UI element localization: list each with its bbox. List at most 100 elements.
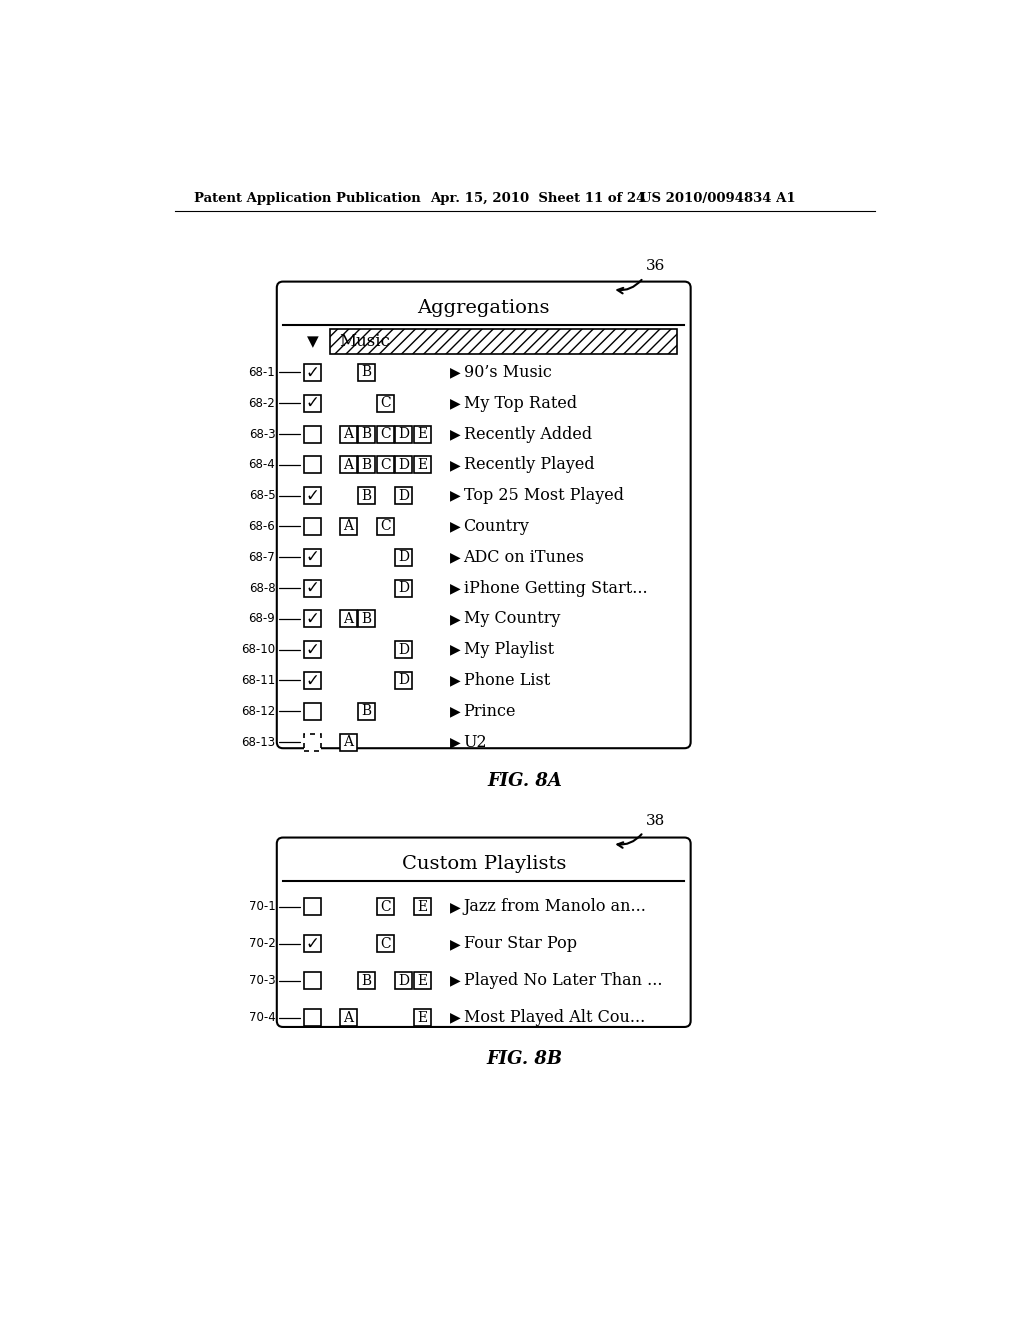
Bar <box>358 702 375 719</box>
Text: A: A <box>343 735 353 748</box>
Text: 68-9: 68-9 <box>249 612 275 626</box>
Text: Jazz from Manolo an...: Jazz from Manolo an... <box>464 899 646 915</box>
Text: ▶: ▶ <box>450 1011 460 1024</box>
Bar <box>304 672 321 689</box>
Bar <box>414 1010 431 1026</box>
Text: 70-1: 70-1 <box>249 900 275 913</box>
Text: B: B <box>361 705 372 718</box>
Text: C: C <box>380 937 390 950</box>
Text: Top 25 Most Played: Top 25 Most Played <box>464 487 624 504</box>
Bar <box>377 425 394 442</box>
Text: A: A <box>343 520 353 533</box>
Bar <box>377 899 394 915</box>
Text: 68-10: 68-10 <box>241 643 275 656</box>
Bar <box>395 457 413 474</box>
Text: 68-5: 68-5 <box>249 490 275 502</box>
Bar <box>414 457 431 474</box>
Bar <box>304 457 321 474</box>
Text: iPhone Getting Start...: iPhone Getting Start... <box>464 579 647 597</box>
Text: Four Star Pop: Four Star Pop <box>464 936 577 952</box>
Text: C: C <box>380 428 390 441</box>
FancyBboxPatch shape <box>276 838 690 1027</box>
Bar <box>358 457 375 474</box>
Bar <box>358 610 375 627</box>
Text: Apr. 15, 2010  Sheet 11 of 24: Apr. 15, 2010 Sheet 11 of 24 <box>430 191 645 205</box>
Bar <box>340 517 356 535</box>
Text: B: B <box>361 974 372 987</box>
Text: My Top Rated: My Top Rated <box>464 395 577 412</box>
Bar <box>377 517 394 535</box>
Bar <box>414 973 431 989</box>
Text: 70-2: 70-2 <box>249 937 275 950</box>
Text: 68-7: 68-7 <box>249 550 275 564</box>
Text: ✓: ✓ <box>305 548 319 566</box>
Text: Patent Application Publication: Patent Application Publication <box>194 191 421 205</box>
Text: Most Played Alt Cou...: Most Played Alt Cou... <box>464 1010 645 1026</box>
Bar <box>395 549 413 566</box>
Bar <box>340 610 356 627</box>
Bar <box>304 425 321 442</box>
Bar <box>304 702 321 719</box>
Bar <box>377 457 394 474</box>
Text: 68-8: 68-8 <box>249 582 275 594</box>
Text: E: E <box>418 974 428 987</box>
Text: Played No Later Than ...: Played No Later Than ... <box>464 973 663 989</box>
Text: D: D <box>398 673 410 688</box>
Text: D: D <box>398 550 410 564</box>
Text: FIG. 8A: FIG. 8A <box>487 772 562 789</box>
Text: 38: 38 <box>646 813 665 828</box>
Bar <box>304 549 321 566</box>
Bar <box>377 395 394 412</box>
Text: ✓: ✓ <box>305 363 319 381</box>
Text: A: A <box>343 428 353 441</box>
Bar <box>304 610 321 627</box>
Text: ▶: ▶ <box>450 458 460 471</box>
Text: B: B <box>361 428 372 441</box>
Bar <box>340 734 356 751</box>
Text: US 2010/0094834 A1: US 2010/0094834 A1 <box>640 191 795 205</box>
Text: A: A <box>343 1011 353 1024</box>
Text: B: B <box>361 488 372 503</box>
Text: ▶: ▶ <box>450 643 460 656</box>
Text: 36: 36 <box>646 259 665 273</box>
Text: ▶: ▶ <box>450 937 460 950</box>
Text: A: A <box>343 458 353 471</box>
Text: ▶: ▶ <box>450 396 460 411</box>
Bar <box>340 1010 356 1026</box>
Text: E: E <box>418 1011 428 1024</box>
Text: E: E <box>418 900 428 913</box>
Bar <box>304 1010 321 1026</box>
Text: D: D <box>398 643 410 656</box>
Text: E: E <box>418 428 428 441</box>
Text: ✓: ✓ <box>305 487 319 504</box>
Text: My Country: My Country <box>464 610 560 627</box>
Text: ✓: ✓ <box>305 672 319 689</box>
Text: ▶: ▶ <box>450 705 460 718</box>
Text: D: D <box>398 488 410 503</box>
Text: C: C <box>380 458 390 471</box>
Bar <box>304 579 321 597</box>
Bar <box>358 487 375 504</box>
Bar <box>340 425 356 442</box>
Text: ✓: ✓ <box>305 610 319 628</box>
Text: ▶: ▶ <box>450 974 460 987</box>
Text: 68-2: 68-2 <box>249 397 275 409</box>
Text: ▶: ▶ <box>450 366 460 379</box>
Text: ▶: ▶ <box>450 581 460 595</box>
Text: Aggregations: Aggregations <box>418 298 550 317</box>
Bar <box>304 487 321 504</box>
Text: ✓: ✓ <box>305 935 319 953</box>
Text: ▶: ▶ <box>450 612 460 626</box>
Text: B: B <box>361 366 372 379</box>
Text: D: D <box>398 458 410 471</box>
Text: 90’s Music: 90’s Music <box>464 364 552 381</box>
Text: ▶: ▶ <box>450 673 460 688</box>
Text: D: D <box>398 974 410 987</box>
Text: ✓: ✓ <box>305 579 319 597</box>
Text: ▶: ▶ <box>450 900 460 913</box>
Bar <box>304 364 321 381</box>
Text: 70-3: 70-3 <box>249 974 275 987</box>
Text: ADC on iTunes: ADC on iTunes <box>464 549 585 566</box>
FancyBboxPatch shape <box>276 281 690 748</box>
Bar <box>395 579 413 597</box>
